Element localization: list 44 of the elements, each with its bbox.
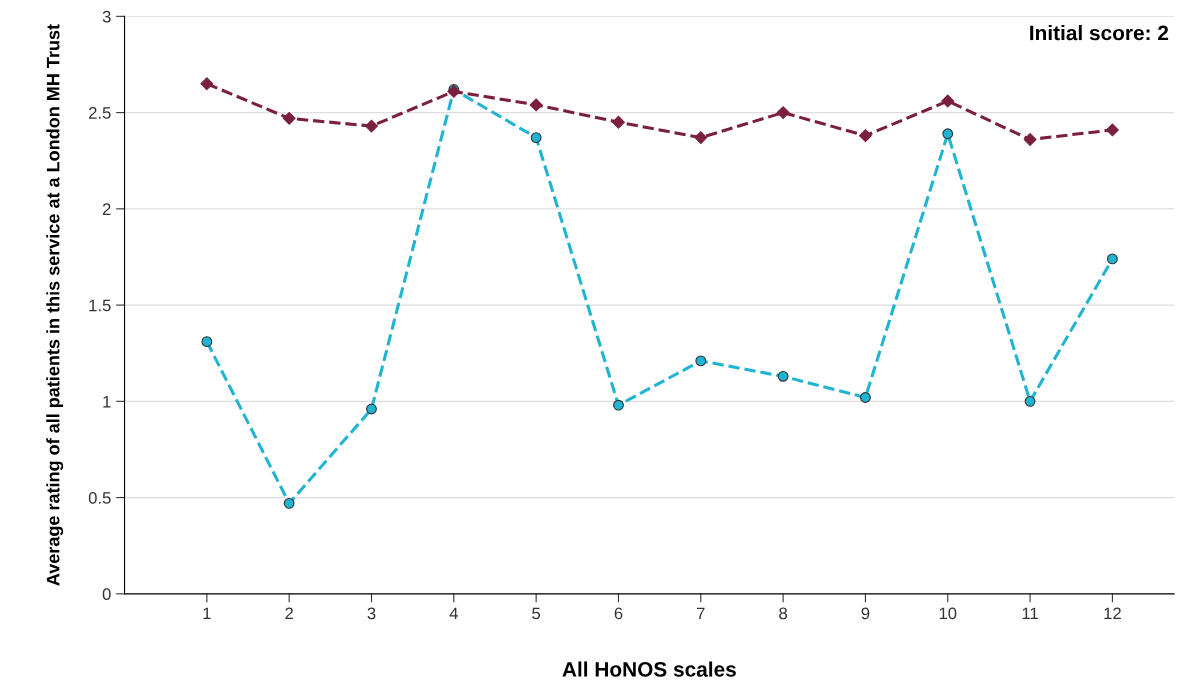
y-axis-title: Average rating of all patients in this service at a London MH Trust [46,24,64,586]
x-tick-label: 9 [861,607,870,620]
point [613,399,624,411]
point [1106,253,1118,265]
x-tick-label: 5 [532,607,541,620]
x-tick-label: 6 [614,607,623,620]
point [612,115,625,129]
point [283,497,295,509]
point [860,392,871,403]
y-tick-label: 0 [102,588,111,601]
x-tick-label: 10 [939,607,957,620]
point [530,132,542,144]
point [776,106,790,120]
point [365,119,378,133]
x-tick-label: 12 [1104,607,1121,620]
y-tick-label: 3 [102,10,111,23]
x-tick-label: 4 [449,607,458,620]
annotation: Initial score: 2 [1030,25,1169,41]
point [858,129,872,143]
point [942,128,954,140]
point [201,336,213,348]
x-tick-label: 3 [367,607,376,620]
point [366,403,377,415]
x-tick-label: 2 [285,607,293,620]
y-tick-label: 0.5 [88,491,111,504]
y-tick-label: 2.5 [89,106,111,119]
x-axis-title: All HoNOS scales [562,661,736,677]
point [694,131,708,145]
y-tick-label: 1 [103,395,111,408]
point [1105,123,1119,137]
x-tick-label: 7 [697,607,705,620]
point [200,77,214,91]
x-tick-label: 1 [203,607,211,620]
point [695,355,707,367]
point [282,111,296,125]
x-tick-label: 11 [1022,607,1038,620]
point [529,98,543,112]
x-tick-label: 8 [779,607,788,620]
y-tick-label: 1.5 [89,299,111,312]
point [777,370,789,382]
y-tick-label: 2 [102,203,111,215]
point [941,94,955,108]
point [1023,133,1037,146]
point [1024,395,1036,407]
